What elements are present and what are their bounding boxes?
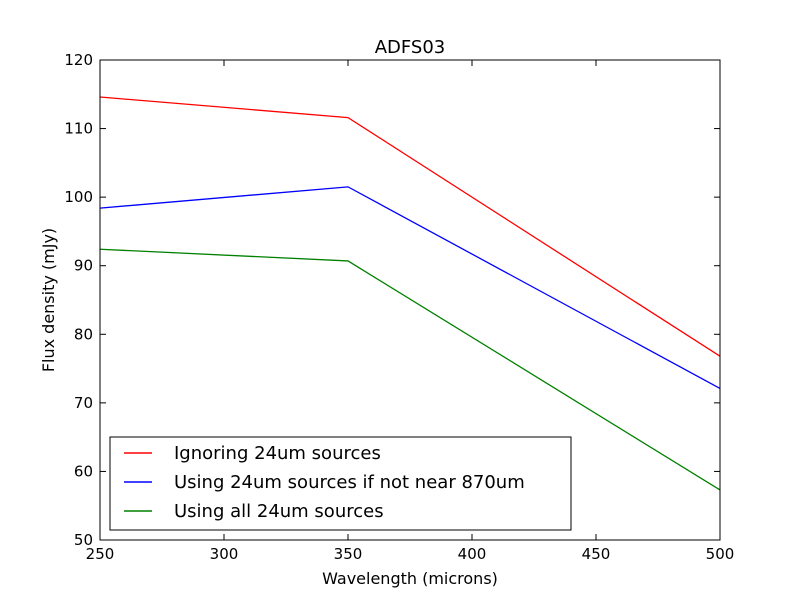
legend-label-using-all-24um: Using all 24um sources — [174, 501, 384, 522]
x-tick-label-450: 450 — [582, 545, 611, 563]
chart-title: ADFS03 — [375, 37, 446, 58]
series-line-2 — [99, 248, 721, 491]
legend-label-ignoring-24um: Ignoring 24um sources — [174, 443, 381, 464]
series-layer — [99, 96, 721, 491]
x-tick-label-250: 250 — [86, 545, 115, 563]
series-line-1 — [99, 186, 721, 390]
y-tick-label-50: 50 — [74, 531, 93, 549]
x-axis-label: Wavelength (microns) — [322, 569, 498, 588]
y-tick-label-60: 60 — [74, 462, 93, 480]
y-tick-label-80: 80 — [74, 325, 93, 343]
y-tick-label-100: 100 — [64, 188, 93, 206]
x-tick-label-400: 400 — [458, 545, 487, 563]
x-tick-label-300: 300 — [210, 545, 239, 563]
ticks-layer: 250 300 350 400 450 500 50 60 70 80 90 100 110 120 — [64, 51, 734, 563]
y-tick-label-90: 90 — [74, 257, 93, 275]
y-tick-label-70: 70 — [74, 394, 93, 412]
x-tick-label-500: 500 — [706, 545, 735, 563]
y-tick-label-120: 120 — [64, 51, 93, 69]
series-line-0 — [99, 96, 721, 357]
legend-label-using-24um-not-near: Using 24um sources if not near 870um — [174, 472, 525, 493]
y-axis-label: Flux density (mJy) — [39, 228, 58, 372]
y-tick-label-110: 110 — [64, 120, 93, 138]
legend: Ignoring 24um sources Using 24um sources… — [109, 436, 572, 531]
x-tick-label-350: 350 — [334, 545, 363, 563]
plot-frame — [99, 59, 721, 541]
legend-box — [109, 436, 572, 531]
